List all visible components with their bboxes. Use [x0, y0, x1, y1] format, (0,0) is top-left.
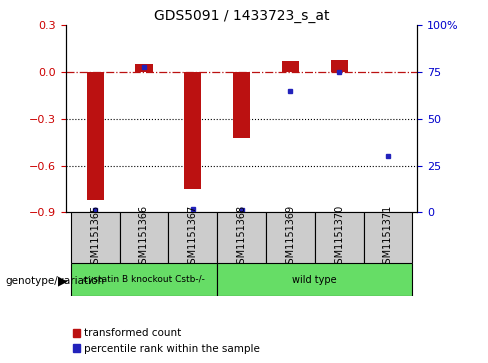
Bar	[136, 64, 153, 72]
Text: genotype/variation: genotype/variation	[5, 276, 104, 286]
Text: GSM1151371: GSM1151371	[383, 205, 393, 270]
Bar	[266, 212, 315, 263]
Bar	[120, 212, 168, 263]
Text: cystatin B knockout Cstb-/-: cystatin B knockout Cstb-/-	[83, 275, 205, 284]
Text: GSM1151365: GSM1151365	[90, 205, 100, 270]
Bar	[71, 212, 120, 263]
Text: GSM1151367: GSM1151367	[188, 205, 198, 270]
Bar	[71, 263, 217, 296]
Bar	[217, 263, 412, 296]
Bar	[315, 212, 364, 263]
Bar	[282, 61, 299, 72]
Legend: transformed count, percentile rank within the sample: transformed count, percentile rank withi…	[69, 324, 264, 358]
Title: GDS5091 / 1433723_s_at: GDS5091 / 1433723_s_at	[154, 9, 329, 23]
Text: GSM1151370: GSM1151370	[334, 205, 344, 270]
Bar	[184, 72, 202, 189]
Text: GSM1151366: GSM1151366	[139, 205, 149, 270]
Text: GSM1151369: GSM1151369	[285, 205, 295, 270]
Text: ▶: ▶	[58, 275, 67, 288]
Bar	[331, 60, 348, 72]
Bar	[168, 212, 217, 263]
Bar	[364, 212, 412, 263]
Text: GSM1151368: GSM1151368	[237, 205, 246, 270]
Bar	[217, 212, 266, 263]
Bar	[87, 72, 104, 200]
Text: wild type: wild type	[292, 274, 337, 285]
Bar	[233, 72, 250, 138]
